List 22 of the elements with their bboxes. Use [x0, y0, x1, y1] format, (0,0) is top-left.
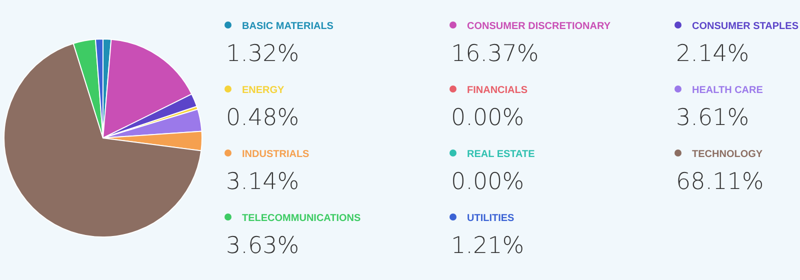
data-label: 3.14%: [226, 169, 300, 195]
data-label: 2.14%: [676, 41, 750, 67]
legend-label: TECHNOLOGY: [692, 149, 763, 160]
data-label: 1.21%: [451, 233, 524, 259]
data-label: 3.61%: [676, 105, 750, 131]
legend-label: ENERGY: [242, 85, 285, 96]
text: 0.00%: [451, 105, 524, 131]
legend-label: REAL ESTATE: [467, 149, 536, 160]
data-label: 3.63%: [226, 233, 300, 259]
legend-label: INDUSTRIALS: [242, 149, 310, 160]
text: 0.00%: [451, 169, 524, 195]
legend-label: TELECOMMUNICATIONS: [242, 213, 362, 224]
legend-label: CONSUMER STAPLES: [692, 21, 799, 32]
data-label: 68.11%: [676, 169, 764, 195]
legend-label: FINANCIALS: [467, 85, 528, 96]
legend-label: UTILITIES: [467, 213, 515, 224]
legend-label: BASIC MATERIALS: [242, 21, 334, 32]
data-label: 16.37%: [451, 41, 539, 67]
legend-label: HEALTH CARE: [692, 85, 764, 96]
data-label: 0.48%: [226, 105, 300, 131]
legend-label: CONSUMER DISCRETIONARY: [467, 21, 611, 32]
data-label: 1.32%: [226, 41, 300, 67]
